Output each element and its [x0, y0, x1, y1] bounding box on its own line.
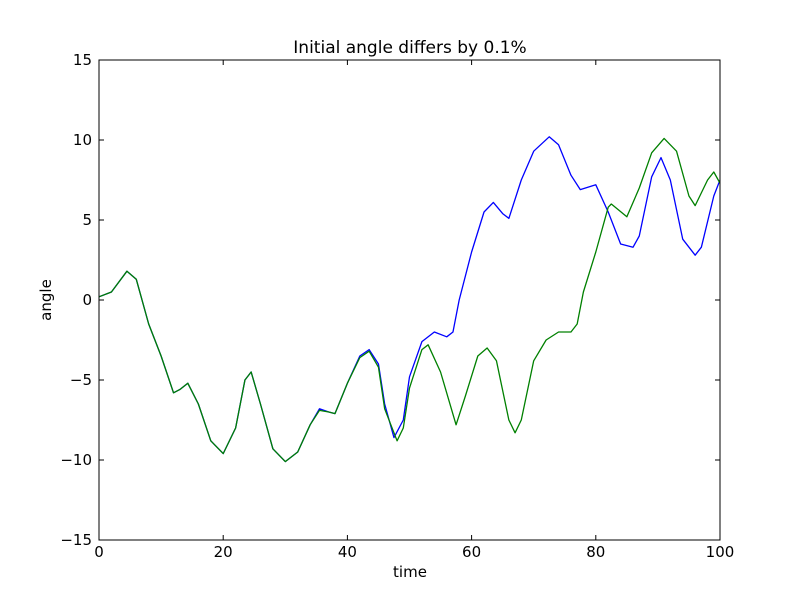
y-tick-label: 10 [73, 131, 92, 149]
y-tick-label: −5 [70, 371, 92, 389]
data-line [98, 137, 721, 463]
y-tick-label: 15 [73, 51, 92, 69]
x-axis-label: time [393, 563, 427, 581]
x-tick-label: 20 [214, 543, 233, 561]
y-tick-label: −15 [60, 531, 92, 549]
x-tick-label: 40 [338, 543, 357, 561]
x-tick-label: 60 [462, 543, 481, 561]
y-tick-label: −10 [60, 451, 92, 469]
x-tick-label: 80 [586, 543, 605, 561]
y-tick-label: 5 [82, 211, 92, 229]
chart-title: Initial angle differs by 0.1% [293, 38, 526, 58]
x-tick-label: 0 [94, 543, 104, 561]
y-axis-label: angle [37, 279, 55, 321]
y-tick-label: 0 [82, 291, 92, 309]
x-tick-label: 100 [706, 543, 735, 561]
